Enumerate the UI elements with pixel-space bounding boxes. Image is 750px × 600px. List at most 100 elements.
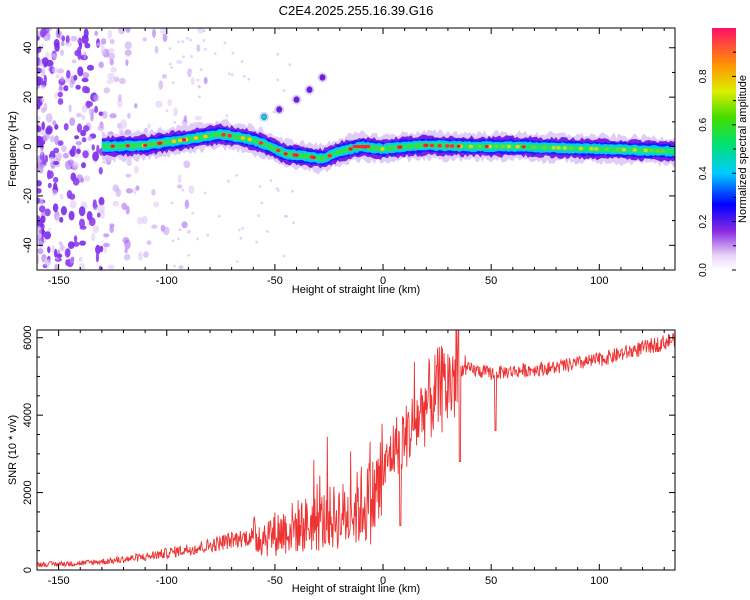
- figure-title: C2E4.2025.255.16.39.G16: [278, 3, 434, 18]
- noise-blob: [49, 135, 55, 143]
- noise-dot: [199, 68, 203, 72]
- noise-dot: [255, 240, 259, 244]
- noise-blob: [54, 124, 59, 130]
- noise-blob: [40, 28, 47, 38]
- ridge-peak: [121, 144, 127, 148]
- spectrogram-y-axis-label: Frequency (Hz): [7, 111, 19, 187]
- noise-blob: [154, 45, 159, 54]
- colorbar-ticks: 0.0 0.2 0.4 0.6 0.8: [698, 51, 736, 277]
- noise-blob: [90, 112, 94, 122]
- noise-blob: [135, 185, 140, 191]
- noise-dot: [173, 121, 177, 124]
- ridge-peak: [621, 147, 626, 152]
- noise-blob: [93, 204, 98, 211]
- noise-blob: [57, 98, 64, 105]
- noise-blob: [88, 106, 93, 116]
- ridge-peak: [369, 145, 374, 150]
- ridge-peak: [303, 154, 308, 158]
- noise-dot: [187, 253, 191, 257]
- noise-blob: [119, 77, 126, 85]
- snr-frame: [36, 329, 676, 571]
- noise-blob: [107, 29, 113, 39]
- noise-blob: [152, 28, 156, 38]
- noise-blob: [47, 31, 51, 41]
- ridge-peak: [318, 156, 324, 161]
- ridge-peak: [551, 145, 556, 150]
- noise-blob: [124, 129, 132, 136]
- ridge-peak: [178, 138, 183, 143]
- noise-blob: [160, 28, 167, 36]
- noise-blob: [98, 196, 105, 206]
- noise-dot: [292, 221, 295, 225]
- noise-blob: [74, 49, 80, 57]
- noise-blob: [43, 35, 48, 41]
- noise-blob: [167, 99, 172, 107]
- noise-dot: [225, 114, 229, 118]
- noise-blob: [79, 218, 85, 228]
- snr-x-tick-label: 100: [590, 575, 608, 587]
- noise-blob: [62, 152, 69, 159]
- noise-blob: [176, 59, 183, 64]
- noise-blob: [142, 215, 148, 225]
- noise-blob: [109, 113, 117, 119]
- noise-blob: [37, 180, 42, 187]
- noise-blob: [37, 47, 40, 54]
- noise-blob: [121, 202, 127, 210]
- snr-y-tick-label: 4000: [22, 403, 34, 427]
- noise-blob: [178, 265, 184, 270]
- noise-blob: [85, 86, 90, 94]
- noise-blob: [197, 28, 205, 34]
- noise-blob: [47, 182, 52, 189]
- noise-blob: [60, 76, 65, 82]
- noise-dot: [241, 227, 245, 230]
- ridge-peak: [269, 145, 274, 150]
- noise-blob: [162, 226, 170, 236]
- ridge-max: [110, 144, 115, 148]
- noise-dot: [235, 260, 239, 263]
- noise-blob: [44, 154, 48, 163]
- noise-blob: [118, 94, 122, 102]
- noise-dot: [173, 264, 176, 268]
- noise-blob: [54, 248, 58, 258]
- noise-dot: [203, 191, 207, 195]
- noise-blob: [113, 76, 120, 83]
- noise-dot: [198, 95, 201, 99]
- noise-blob: [54, 42, 60, 52]
- noise-blob: [48, 156, 55, 163]
- noise-blob: [98, 265, 102, 270]
- noise-blob: [73, 235, 78, 243]
- ridge-peak: [247, 137, 252, 142]
- noise-blob: [124, 248, 128, 254]
- noise-blob: [80, 129, 87, 137]
- noise-blob: [52, 203, 59, 213]
- ridge-peak: [258, 141, 264, 145]
- noise-dot: [247, 77, 251, 81]
- noise-dot: [165, 109, 169, 112]
- noise-blob: [37, 188, 42, 194]
- noise-blob: [50, 52, 54, 58]
- noise-blob: [77, 66, 84, 77]
- noise-blob: [40, 97, 45, 103]
- ridge-peak: [649, 148, 654, 153]
- ridge-peak: [632, 148, 637, 152]
- noise-blob: [57, 91, 63, 98]
- noise-dot: [257, 214, 261, 218]
- noise-dot: [242, 74, 246, 78]
- noise-blob: [53, 182, 58, 191]
- noise-dot: [177, 237, 180, 241]
- noise-blob: [94, 105, 98, 113]
- noise-dot: [184, 206, 188, 210]
- ridge-peak: [562, 146, 567, 150]
- noise-blob: [73, 74, 78, 81]
- noise-dot: [282, 254, 286, 258]
- ridge-peak: [374, 146, 380, 151]
- noise-dot: [204, 47, 207, 51]
- noise-dot: [230, 73, 234, 77]
- noise-blob: [103, 87, 111, 94]
- noise-blob: [143, 251, 149, 258]
- spectrogram-x-tick-label: 100: [590, 275, 608, 287]
- noise-blob: [60, 206, 67, 216]
- noise-blob: [37, 124, 40, 132]
- noise-blob: [81, 162, 86, 169]
- snr-x-tick-label: 50: [485, 575, 497, 587]
